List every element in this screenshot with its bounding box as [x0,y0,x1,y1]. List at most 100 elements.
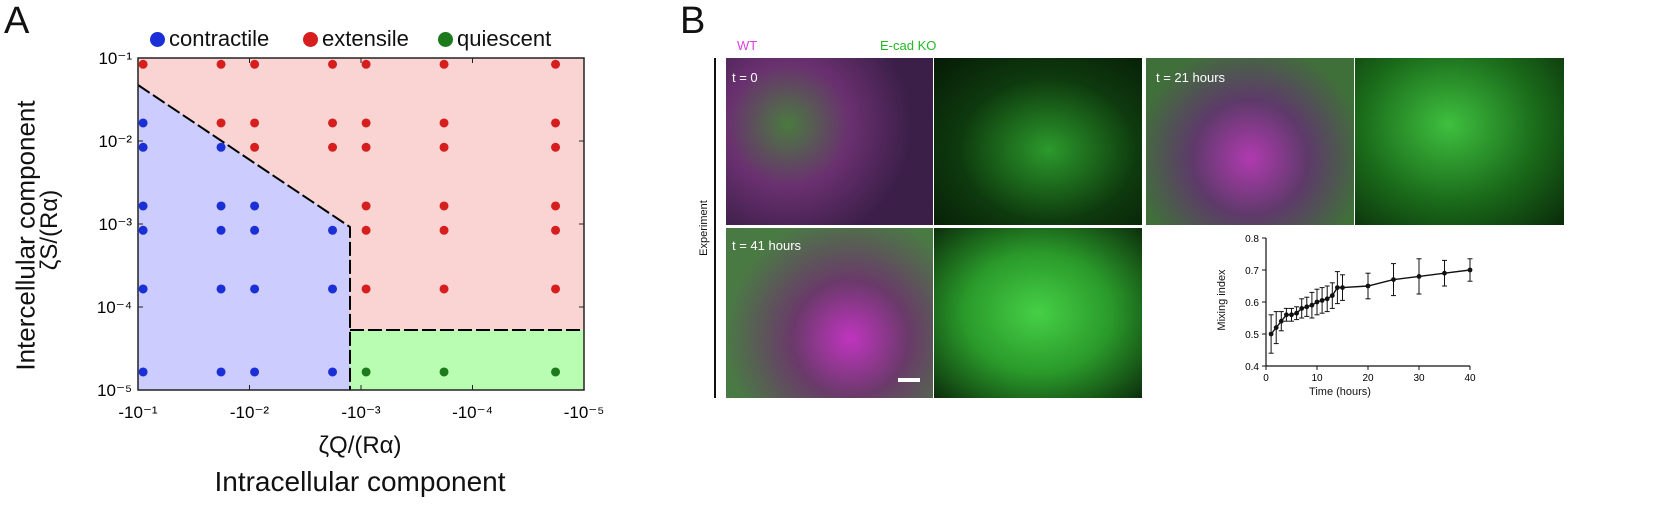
mixing-x-tick-label: 0 [1263,373,1269,384]
data-point-extensile [439,225,449,235]
mixing-point [1416,274,1422,279]
y-tick-label: 10⁻³ [98,215,132,234]
mixing-point [1294,310,1299,316]
data-point-contractile [138,142,148,152]
x-tick-label: -10⁻⁴ [452,403,493,422]
time-label-t21: t = 21 hours [1156,70,1226,85]
y-tick-label: 10⁻⁵ [97,381,132,400]
mixing-y-tick-label: 0.6 [1245,298,1259,309]
x-tick-label: -10⁻¹ [118,403,158,422]
data-point-extensile [250,118,260,128]
phase-diagram: -10⁻¹ -10⁻² -10⁻³ -10⁻⁴ -10⁻⁵ 10⁻¹ 10⁻² 10⁻³ 10⁻… [97,49,605,422]
legend-quiescent: quiescent [438,26,551,52]
mixing-point [1329,293,1335,298]
data-point-contractile [138,284,148,294]
data-point-extensile [250,59,260,69]
data-point-extensile [361,118,371,128]
mixing-y-tick-label: 0.8 [1245,234,1259,245]
data-point-contractile [138,118,148,128]
legend-contractile: contractile [150,26,269,52]
mixing-x-tick-label: 10 [1311,373,1323,384]
data-point-extensile [439,142,449,152]
data-point-extensile [551,59,561,69]
legend-extensile: extensile [303,26,409,52]
data-point-extensile [551,142,561,152]
data-point-extensile [439,201,449,211]
data-point-extensile [551,201,561,211]
mixing-ticks: 0 10 20 30 40 0.4 0.5 0.6 0.7 0.8 [1245,234,1476,384]
data-point-contractile [216,367,226,377]
mixing-index-chart: 0 10 20 30 40 0.4 0.5 0.6 0.7 0.8 [1245,234,1476,384]
mixing-point [1335,285,1340,290]
region-contractile [138,85,350,390]
data-point-extensile [250,142,260,152]
data-point-extensile [138,59,148,69]
data-point-contractile [138,201,148,211]
micrograph-t0-merge: t = 0 [726,58,933,225]
mixing-x-tick-label: 20 [1362,373,1374,384]
scale-bar [898,378,920,382]
data-point-extensile [361,59,371,69]
data-point-extensile [551,225,561,235]
x-tick-label: -10⁻² [230,403,270,422]
legend-extensile-marker [303,31,318,47]
data-point-quiescent [439,367,449,377]
data-point-contractile [216,284,226,294]
mixing-point [1273,325,1279,330]
experiment-divider [714,58,716,398]
data-point-contractile [250,225,260,235]
x-tick-label: -10⁻⁵ [564,403,605,422]
y-tick-label: 10⁻² [98,132,132,151]
mixing-point [1340,285,1345,290]
mixing-point [1268,331,1274,337]
micrograph-t0-ko [934,58,1142,225]
experiment-label: Experiment [698,200,710,256]
legend-quiescent-marker [438,31,453,47]
mixing-point [1289,312,1294,318]
mixing-series [1268,258,1473,354]
mixing-y-tick-label: 0.4 [1245,362,1259,373]
region-quiescent [350,330,584,390]
y-tick-label: 10⁻¹ [98,49,132,68]
data-point-extensile [551,284,561,294]
data-point-contractile [250,367,260,377]
mixing-xlabel: Time (hours) [1309,386,1371,398]
micrograph-t21-ko [1355,58,1564,225]
micrograph-t21-merge: t = 21 hours [1146,58,1354,225]
x-axis-inner-label: ζQ/(Rα) [318,432,402,459]
mixing-point [1299,306,1305,311]
data-point-quiescent [361,367,371,377]
data-point-extensile [361,201,371,211]
y-tick-label: 10⁻⁴ [97,298,132,317]
mixing-point [1314,299,1320,305]
micrograph-t41-merge: t = 41 hours [726,228,933,398]
data-point-contractile [250,201,260,211]
data-point-contractile [216,201,226,211]
mixing-y-tick-label: 0.5 [1245,330,1259,341]
mixing-point [1365,283,1371,289]
wt-label: WT [737,38,758,53]
data-point-contractile [216,142,226,152]
data-point-extensile [551,118,561,128]
mixing-x-tick-label: 40 [1464,373,1476,384]
mixing-point [1304,304,1310,310]
data-point-quiescent [551,367,561,377]
data-point-extensile [361,142,371,152]
mixing-point [1278,318,1284,324]
data-point-contractile [250,284,260,294]
boundary-contractile-extensile [137,84,351,390]
panel-b-letter: B [680,0,706,42]
ecad-ko-label: E-cad KO [880,38,937,53]
data-point-contractile [328,284,338,294]
mixing-line [1270,269,1471,335]
legend-extensile-label: extensile [322,26,409,51]
data-point-contractile [138,225,148,235]
mixing-point [1309,302,1315,308]
data-point-contractile [328,225,338,235]
data-point-extensile [439,284,449,294]
x-tick-label: -10⁻³ [341,403,381,422]
mixing-point [1391,277,1396,282]
micrograph-t41-ko [934,228,1142,398]
panel-a-letter: A [4,0,30,42]
data-point-extensile [328,142,338,152]
